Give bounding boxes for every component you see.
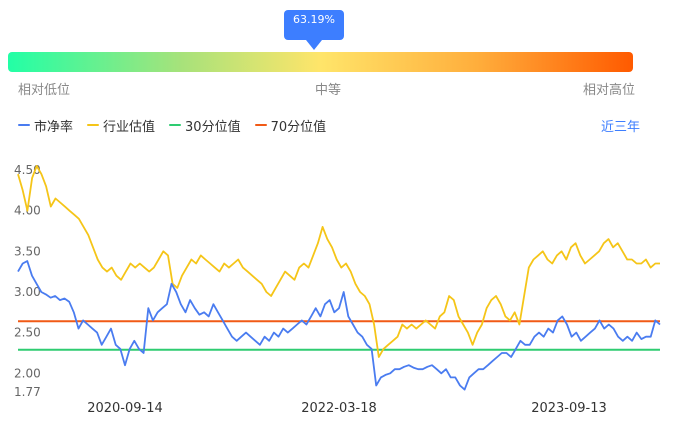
gradient-bar bbox=[8, 52, 633, 72]
legend-label-p70: 70分位值 bbox=[270, 119, 327, 135]
y-tick-label: 2.00 bbox=[14, 366, 41, 380]
x-tick-label: 2020-09-14 bbox=[87, 401, 163, 416]
legend-item-p70[interactable]: 70分位值 bbox=[254, 116, 327, 135]
legend-item-industry[interactable]: 行业估值 bbox=[87, 116, 156, 135]
scale-high-label: 相对高位 bbox=[583, 83, 636, 98]
legend-item-p30[interactable]: 30分位值 bbox=[169, 116, 241, 135]
legend-label-industry: 行业估值 bbox=[103, 119, 156, 135]
legend-swatch-p30 bbox=[169, 124, 182, 126]
legend-item-pb[interactable]: 市净率 bbox=[18, 116, 74, 135]
chart-legend: 市净率 行业估值 30分位值 70分位值 bbox=[18, 116, 327, 135]
x-tick-label: 2022-03-18 bbox=[301, 401, 377, 416]
period-selector[interactable]: 近三年 bbox=[600, 120, 640, 135]
industry-series-line bbox=[17, 164, 660, 358]
percentile-value: 63.19% bbox=[293, 13, 335, 26]
y-tick-label: 3.50 bbox=[14, 244, 41, 258]
pb-series-line bbox=[17, 260, 661, 391]
x-tick-label: 2023-09-13 bbox=[531, 401, 607, 416]
valuation-gauge: 63.19% 相对低位 中等 相对高位 bbox=[0, 0, 686, 100]
scale-low-label: 相对低位 bbox=[18, 83, 71, 98]
y-tick-label: 1.77 bbox=[14, 385, 41, 399]
legend-swatch-p70 bbox=[254, 124, 267, 126]
legend-swatch-industry bbox=[87, 124, 100, 126]
legend-label-p30: 30分位值 bbox=[185, 119, 241, 135]
legend-label-pb: 市净率 bbox=[34, 119, 74, 135]
y-tick-label: 3.00 bbox=[14, 285, 41, 299]
legend-swatch-pb bbox=[18, 124, 30, 126]
percentile-tooltip: 63.19% bbox=[284, 10, 344, 50]
y-tick-label: 2.50 bbox=[14, 326, 41, 340]
scale-mid-label: 中等 bbox=[315, 83, 342, 98]
